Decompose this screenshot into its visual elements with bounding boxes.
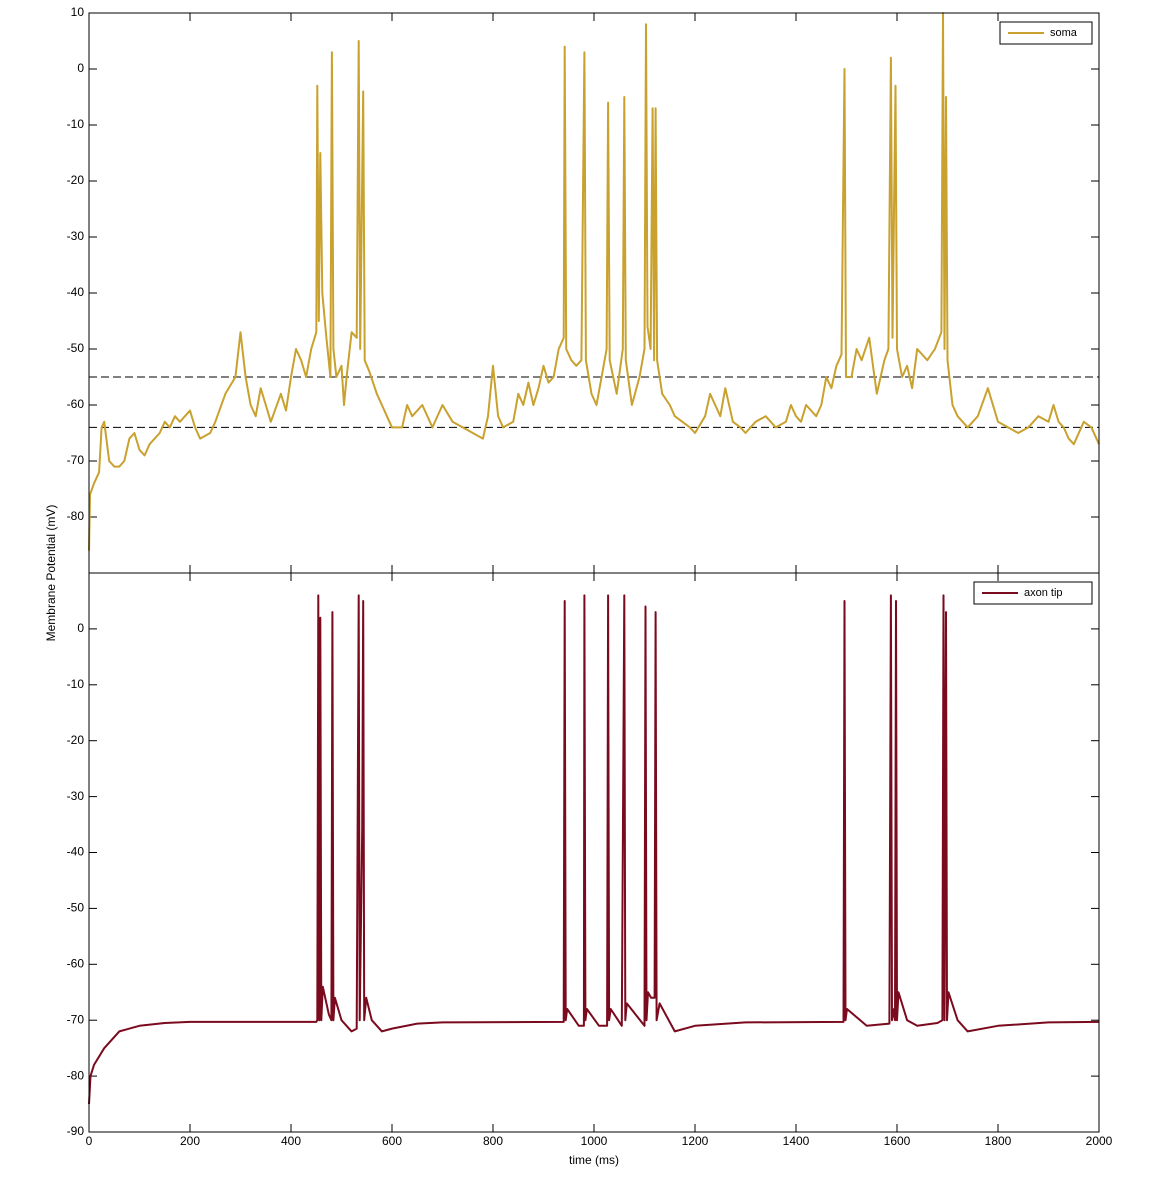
legend-box	[999, 21, 1093, 45]
legend-box	[973, 581, 1093, 605]
y-tick-label: -40	[67, 845, 85, 859]
y-tick-label: -60	[67, 397, 85, 411]
x-tick-label: 800	[483, 1134, 503, 1148]
axes-frame	[88, 572, 1100, 1133]
y-tick-label: -50	[67, 901, 85, 915]
y-tick-label: -10	[67, 677, 85, 691]
y-tick-label: -30	[67, 789, 85, 803]
legend-label: soma	[1050, 27, 1078, 39]
y-axis-label: Membrane Potential (mV)	[44, 505, 58, 642]
line-series	[88, 594, 1100, 1105]
x-tick-label: 1400	[783, 1134, 810, 1148]
y-tick-label: -80	[67, 509, 85, 523]
y-tick-label: -30	[67, 229, 85, 243]
x-tick-label: 200	[180, 1134, 200, 1148]
y-tick-label: 10	[71, 5, 85, 19]
y-tick-label: -10	[67, 117, 85, 131]
x-tick-label: 0	[86, 1134, 93, 1148]
x-tick-label: 1800	[985, 1134, 1012, 1148]
y-tick-label: -20	[67, 173, 85, 187]
line-series	[88, 12, 1100, 551]
y-tick-label: -80	[67, 1068, 85, 1082]
y-tick-label: -40	[67, 285, 85, 299]
y-tick-label: 0	[77, 621, 84, 635]
x-tick-label: 600	[382, 1134, 402, 1148]
y-tick-label: -50	[67, 341, 85, 355]
y-tick-label: -70	[67, 1012, 85, 1026]
x-axis-label: time (ms)	[569, 1153, 619, 1167]
y-tick-label: -20	[67, 733, 85, 747]
y-tick-label: 0	[77, 61, 84, 75]
x-tick-label: 1600	[884, 1134, 911, 1148]
x-tick-label: 2000	[1086, 1134, 1113, 1148]
x-tick-label: 1200	[682, 1134, 709, 1148]
y-tick-label: -90	[67, 1124, 85, 1138]
x-tick-label: 400	[281, 1134, 301, 1148]
x-tick-label: 1000	[581, 1134, 608, 1148]
y-tick-label: -60	[67, 956, 85, 970]
y-tick-label: -70	[67, 453, 85, 467]
legend-label: axon tip	[1024, 587, 1063, 599]
